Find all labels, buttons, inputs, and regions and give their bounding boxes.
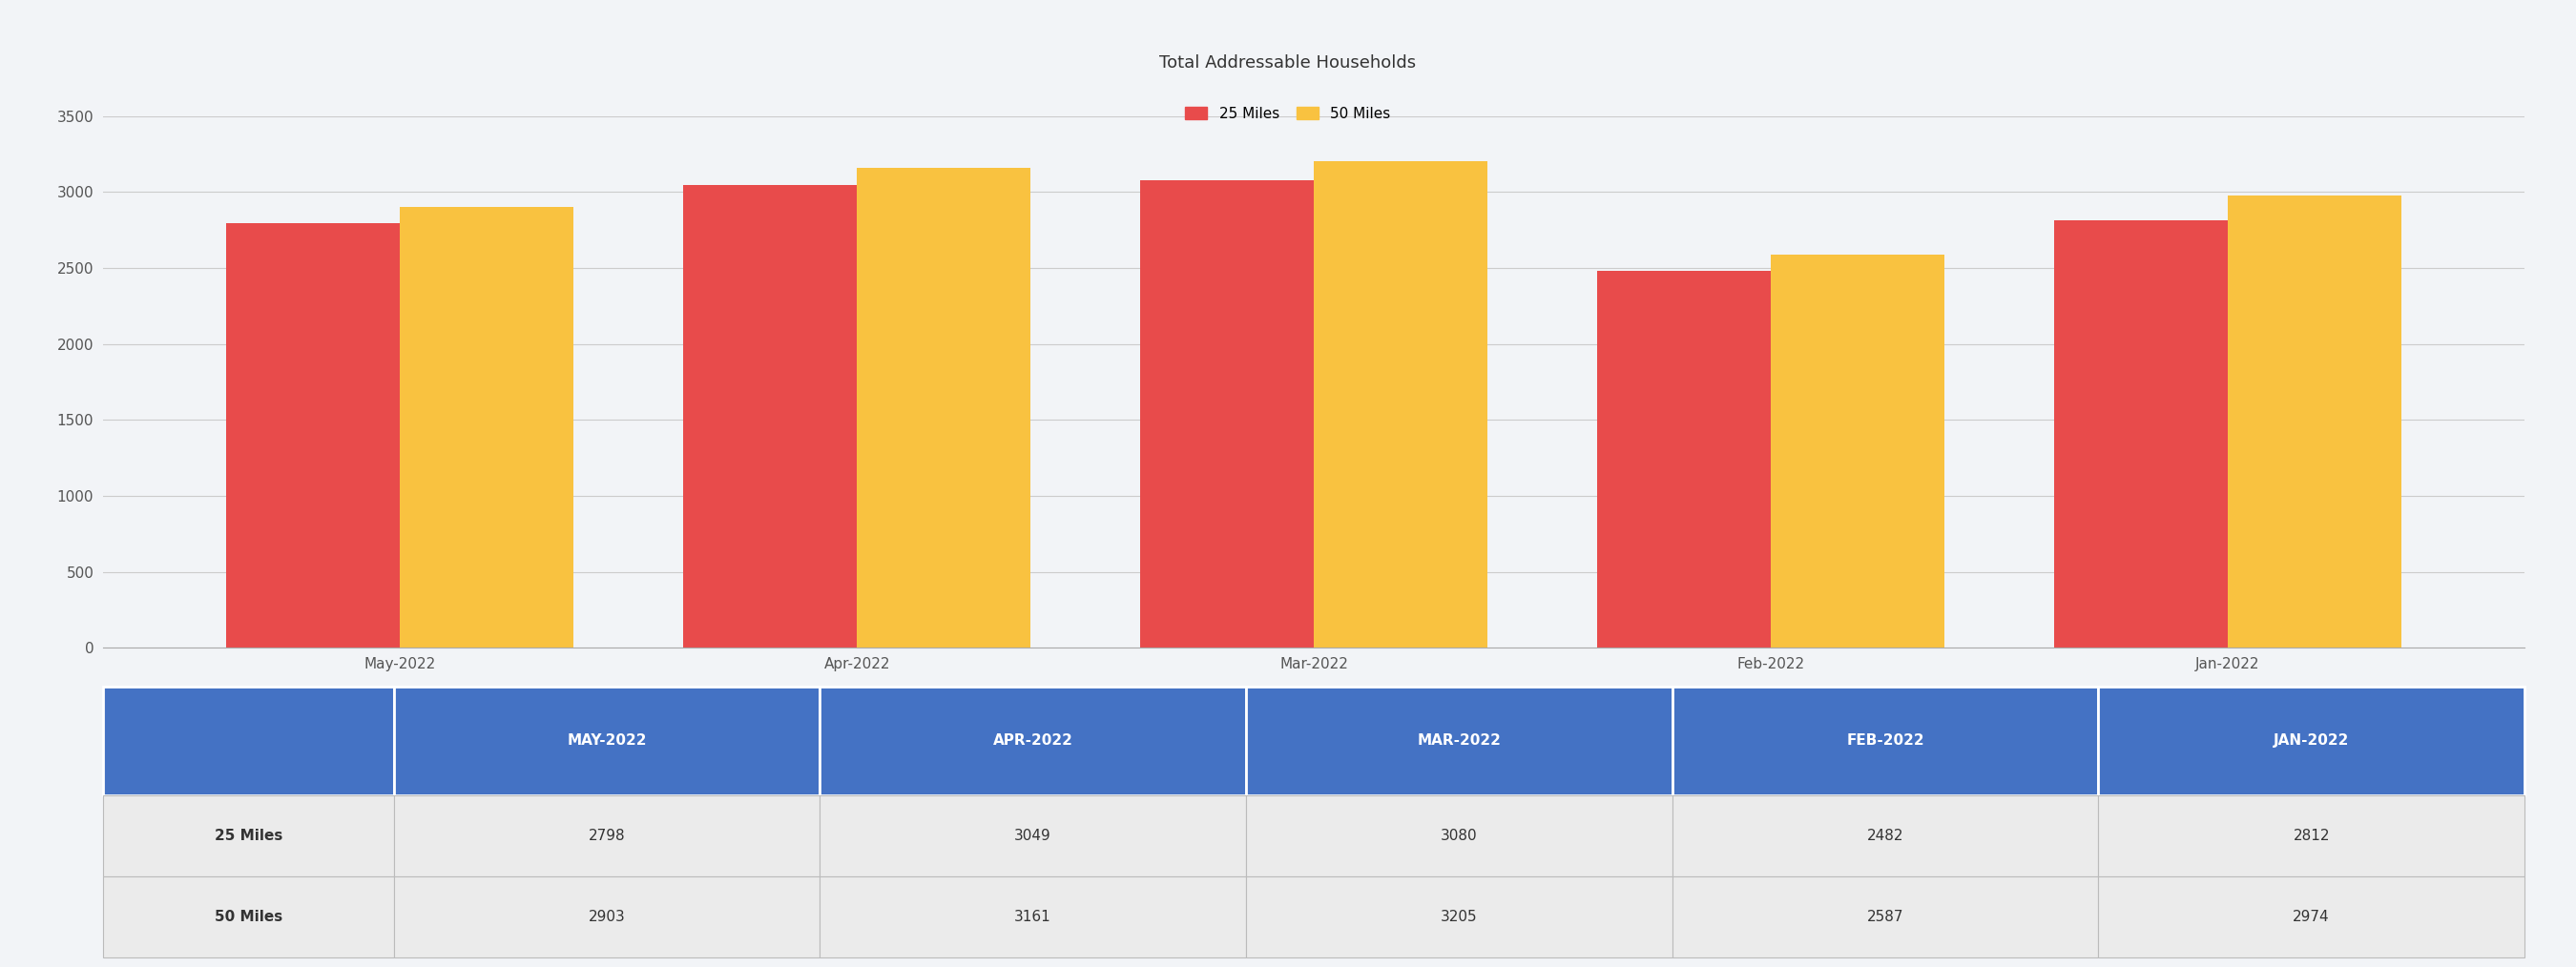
Text: 2798: 2798: [587, 829, 626, 842]
Text: 3205: 3205: [1440, 910, 1479, 923]
Bar: [394, 687, 819, 795]
Text: APR-2022: APR-2022: [992, 734, 1072, 747]
Bar: [1247, 687, 1672, 795]
Bar: [1247, 876, 1672, 957]
Text: 3049: 3049: [1015, 829, 1051, 842]
Bar: [1672, 876, 2099, 957]
Bar: [2228, 196, 2401, 648]
Text: 2482: 2482: [1868, 829, 1904, 842]
Bar: [394, 795, 819, 876]
Bar: [394, 876, 819, 957]
Text: 50 Miles: 50 Miles: [214, 910, 283, 923]
Text: 25 Miles: 25 Miles: [214, 829, 283, 842]
Bar: [2099, 687, 2524, 795]
Bar: [1672, 687, 2099, 795]
Bar: [2053, 220, 2228, 648]
Bar: [1314, 161, 1486, 648]
Bar: [819, 876, 1247, 957]
Text: 2587: 2587: [1868, 910, 1904, 923]
Text: Total Addressable Households: Total Addressable Households: [1159, 54, 1417, 72]
Text: MAY-2022: MAY-2022: [567, 734, 647, 747]
Text: FEB-2022: FEB-2022: [1847, 734, 1924, 747]
Bar: [103, 687, 394, 795]
Text: 3161: 3161: [1015, 910, 1051, 923]
Text: MAR-2022: MAR-2022: [1417, 734, 1502, 747]
Text: JAN-2022: JAN-2022: [2275, 734, 2349, 747]
Text: 2812: 2812: [2293, 829, 2329, 842]
Bar: [103, 876, 394, 957]
Bar: [227, 222, 399, 648]
Bar: [399, 207, 574, 648]
Bar: [819, 795, 1247, 876]
Bar: [858, 167, 1030, 648]
Bar: [819, 687, 1247, 795]
Text: 2903: 2903: [587, 910, 626, 923]
Bar: [103, 795, 394, 876]
Text: 2974: 2974: [2293, 910, 2329, 923]
Bar: [1597, 271, 1770, 648]
Bar: [1672, 795, 2099, 876]
Legend: 25 Miles, 50 Miles: 25 Miles, 50 Miles: [1177, 100, 1399, 128]
Bar: [1247, 795, 1672, 876]
Bar: [683, 185, 858, 648]
Bar: [2099, 876, 2524, 957]
Bar: [1141, 180, 1314, 648]
Bar: [2099, 795, 2524, 876]
Bar: [1770, 254, 1945, 648]
Text: 3080: 3080: [1440, 829, 1479, 842]
